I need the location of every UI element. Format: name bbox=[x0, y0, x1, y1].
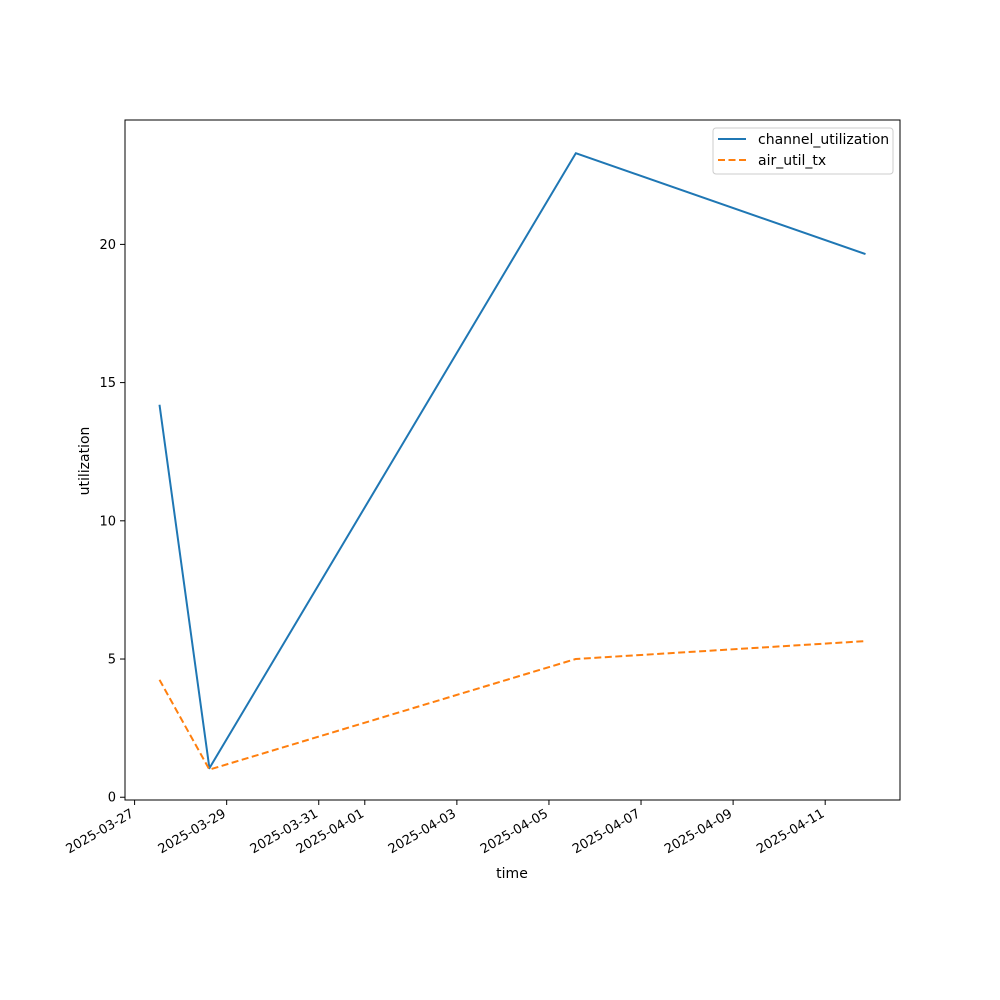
legend-box bbox=[712, 127, 894, 175]
y-tick-label: 0 bbox=[108, 791, 116, 806]
x-tick-label: 2025-04-11 bbox=[754, 806, 827, 857]
x-axis-label: time bbox=[496, 866, 528, 882]
series-line-air-util-tx bbox=[158, 640, 866, 771]
x-tick-label: 2025-03-29 bbox=[156, 806, 229, 857]
series-line-channel-utilization bbox=[158, 152, 866, 770]
plot-frame bbox=[124, 119, 901, 801]
legend-label: air_util_tx bbox=[758, 153, 826, 169]
y-tick-label: 10 bbox=[99, 514, 116, 529]
x-tick-label: 2025-04-05 bbox=[478, 806, 551, 857]
y-axis: 0 5 10 15 20 bbox=[99, 238, 125, 806]
legend-label: channel_utilization bbox=[758, 132, 889, 148]
x-tick-label: 2025-04-07 bbox=[570, 806, 643, 857]
y-tick-label: 15 bbox=[99, 376, 116, 391]
y-tick-label: 20 bbox=[99, 238, 116, 253]
legend: channel_utilization air_util_tx bbox=[712, 127, 894, 175]
x-tick-label: 2025-03-27 bbox=[64, 806, 137, 857]
y-tick-label: 5 bbox=[108, 653, 116, 668]
x-tick-label: 2025-04-03 bbox=[386, 806, 459, 857]
series-layer bbox=[158, 152, 866, 771]
x-tick-label: 2025-04-09 bbox=[662, 806, 735, 857]
x-axis: 2025-03-27 2025-03-29 2025-03-312025-04-01… bbox=[64, 800, 827, 857]
y-axis-label: utilization bbox=[77, 427, 93, 496]
